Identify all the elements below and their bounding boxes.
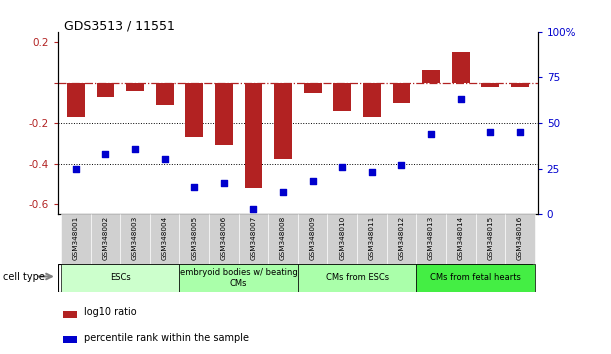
Text: cell type: cell type — [3, 272, 45, 282]
Bar — [422, 70, 440, 82]
Point — [367, 170, 377, 175]
Text: GSM348001: GSM348001 — [73, 216, 79, 260]
Point — [308, 178, 318, 184]
Bar — [304, 82, 321, 93]
Text: GSM348006: GSM348006 — [221, 216, 227, 260]
Bar — [215, 82, 233, 145]
Text: CMs from fetal hearts: CMs from fetal hearts — [430, 273, 521, 282]
Bar — [274, 82, 292, 159]
Bar — [511, 82, 529, 86]
Bar — [446, 214, 475, 264]
Bar — [126, 82, 144, 91]
Text: CMs from ESCs: CMs from ESCs — [326, 273, 389, 282]
Point — [101, 151, 111, 157]
Bar — [61, 214, 90, 264]
Bar — [363, 82, 381, 117]
Bar — [327, 214, 357, 264]
Bar — [334, 82, 351, 111]
Point — [278, 189, 288, 195]
Text: percentile rank within the sample: percentile rank within the sample — [84, 333, 249, 343]
Text: GSM348004: GSM348004 — [162, 216, 167, 260]
Bar — [180, 264, 298, 292]
Text: GDS3513 / 11551: GDS3513 / 11551 — [64, 19, 175, 33]
Bar — [416, 214, 446, 264]
Text: log10 ratio: log10 ratio — [84, 307, 137, 317]
Point — [159, 156, 169, 162]
Point — [130, 146, 140, 152]
Bar — [387, 214, 416, 264]
Bar — [481, 82, 499, 86]
Text: GSM348015: GSM348015 — [488, 216, 493, 260]
Text: GSM348008: GSM348008 — [280, 216, 286, 260]
Bar — [505, 214, 535, 264]
Bar — [150, 214, 180, 264]
Bar — [357, 214, 387, 264]
Text: GSM348011: GSM348011 — [369, 216, 375, 260]
Bar — [120, 214, 150, 264]
Text: GSM348016: GSM348016 — [517, 216, 523, 260]
Bar — [209, 214, 239, 264]
Text: GSM348014: GSM348014 — [458, 216, 464, 260]
Bar — [156, 82, 174, 105]
Bar — [61, 264, 180, 292]
Point — [456, 97, 466, 102]
Bar — [63, 311, 77, 318]
Bar — [393, 82, 411, 103]
Text: GSM348013: GSM348013 — [428, 216, 434, 260]
Point — [426, 131, 436, 137]
Point — [189, 184, 199, 190]
Bar — [268, 214, 298, 264]
Point — [71, 166, 81, 171]
Text: embryoid bodies w/ beating
CMs: embryoid bodies w/ beating CMs — [180, 268, 298, 287]
Bar — [298, 264, 416, 292]
Bar — [244, 82, 262, 188]
Bar — [416, 264, 535, 292]
Text: GSM348002: GSM348002 — [103, 216, 108, 260]
Bar — [185, 82, 203, 137]
Text: ESCs: ESCs — [110, 273, 131, 282]
Text: GSM348010: GSM348010 — [339, 216, 345, 260]
Bar — [97, 82, 114, 97]
Point — [337, 164, 347, 170]
Text: GSM348012: GSM348012 — [398, 216, 404, 260]
Point — [249, 206, 258, 212]
Point — [515, 129, 525, 135]
Bar — [239, 214, 268, 264]
Bar — [63, 336, 77, 343]
Text: GSM348009: GSM348009 — [310, 216, 316, 260]
Point — [485, 129, 495, 135]
Bar — [180, 214, 209, 264]
Text: GSM348007: GSM348007 — [251, 216, 257, 260]
Text: GSM348005: GSM348005 — [191, 216, 197, 260]
Point — [397, 162, 406, 168]
Bar — [90, 214, 120, 264]
Point — [219, 180, 229, 186]
Text: GSM348003: GSM348003 — [132, 216, 138, 260]
Bar — [298, 214, 327, 264]
Bar — [67, 82, 85, 117]
Bar — [475, 214, 505, 264]
Bar — [452, 52, 470, 82]
